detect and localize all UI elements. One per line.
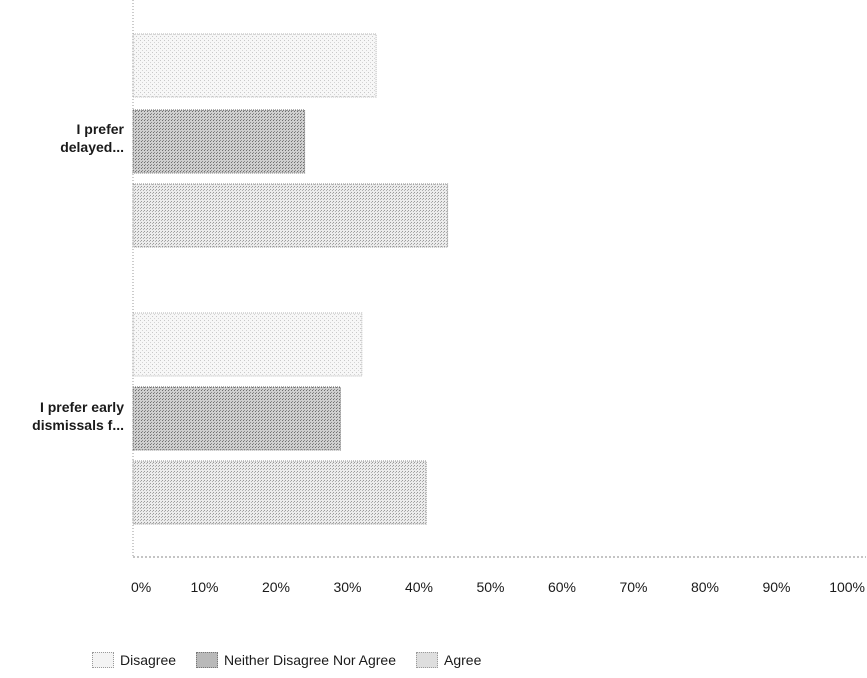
category-label-1-line-2: delayed...	[60, 139, 124, 155]
legend-label-agree: Agree	[444, 652, 482, 668]
x-tick-label-0: 0%	[131, 579, 151, 595]
bar-disagree-2	[132, 312, 363, 377]
bar-disagree-1	[132, 33, 377, 98]
legend: Disagree Neither Disagree Nor Agree Agre…	[92, 652, 501, 668]
category-label-2-line-1: I prefer early	[40, 399, 124, 415]
legend-label-neither: Neither Disagree Nor Agree	[224, 652, 397, 668]
legend-swatch-disagree	[92, 652, 114, 668]
x-tick-label-9: 90%	[762, 579, 790, 595]
category-label-2-line-2: dismissals f...	[32, 417, 124, 433]
legend-item-agree: Agree	[416, 652, 481, 668]
x-tick-label-10: 100%	[829, 579, 865, 595]
x-tick-label-8: 80%	[691, 579, 719, 595]
x-tick-label-6: 60%	[548, 579, 576, 595]
legend-swatch-agree	[416, 652, 439, 668]
x-tick-label-5: 50%	[476, 579, 504, 595]
bar-chart: I prefer delayed... I prefer early dismissa…	[32, 0, 866, 595]
bar-neither-disagree-nor-agree-1	[132, 109, 306, 174]
x-tick-label-2: 20%	[262, 579, 290, 595]
x-tick-label-3: 30%	[333, 579, 361, 595]
legend-item-disagree: Disagree	[92, 652, 176, 668]
x-tick-label-1: 10%	[190, 579, 218, 595]
bar-agree-1	[132, 183, 449, 248]
bar-agree-2	[132, 460, 427, 525]
legend-item-neither: Neither Disagree Nor Agree	[196, 652, 396, 668]
x-tick-label-7: 70%	[619, 579, 647, 595]
category-label-1-line-1: I prefer	[77, 121, 125, 137]
legend-swatch-neither	[196, 652, 219, 668]
x-tick-label-4: 40%	[405, 579, 433, 595]
bar-neither-disagree-nor-agree-2	[132, 386, 341, 451]
legend-label-disagree: Disagree	[120, 652, 177, 668]
